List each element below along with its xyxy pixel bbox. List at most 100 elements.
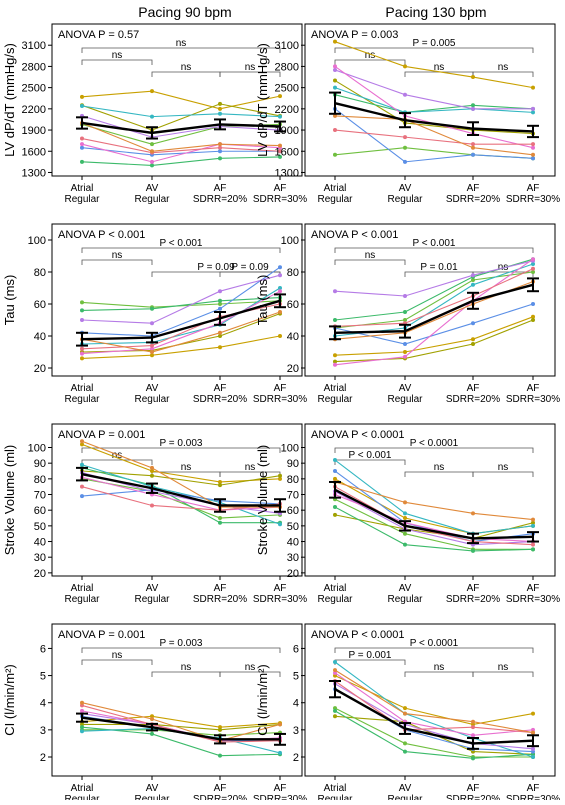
- subject-line: [334, 680, 534, 734]
- mean-line: [334, 102, 534, 133]
- subject-line: [81, 122, 281, 152]
- y-tick-label: 100: [28, 443, 46, 455]
- subject-point: [333, 67, 337, 72]
- subject-line: [81, 287, 281, 345]
- subject-point: [150, 350, 154, 354]
- significance-label: ns: [112, 450, 123, 461]
- subject-point: [531, 142, 535, 147]
- subject-point: [150, 469, 154, 474]
- subject-point: [471, 273, 475, 278]
- subject-line: [334, 69, 533, 110]
- subject-point: [80, 351, 84, 356]
- subject-point: [278, 473, 282, 478]
- subject-line: [81, 156, 281, 166]
- y-tick-label: 30: [287, 552, 299, 564]
- subject-point: [333, 714, 337, 719]
- subject-point: [80, 300, 84, 305]
- significance-label: P = 0.003: [160, 638, 203, 649]
- significance-bracket: [81, 59, 153, 65]
- x-tick-label: AF: [527, 583, 540, 594]
- subject-point: [403, 711, 407, 716]
- x-tick-label: Regular: [317, 394, 353, 405]
- subject-point: [278, 114, 282, 119]
- significance-bracket: [81, 647, 281, 653]
- subject-line: [334, 319, 534, 363]
- significance-bracket: [472, 471, 534, 477]
- significance-bracket: [334, 247, 534, 253]
- subject-point: [218, 753, 222, 758]
- mean-line: [81, 121, 281, 135]
- significance-label: ns: [498, 662, 509, 673]
- subject-point: [531, 314, 535, 319]
- subject-point: [80, 145, 84, 150]
- subject-point: [403, 531, 407, 536]
- subject-point: [403, 310, 407, 314]
- subject-line: [334, 669, 534, 734]
- plot-frame: [51, 423, 303, 577]
- subject-point: [333, 39, 337, 44]
- x-tick-label: AV: [399, 783, 412, 794]
- subject-point: [218, 101, 222, 106]
- mean-line: [81, 716, 280, 741]
- significance-label: ns: [245, 462, 256, 473]
- subject-point: [80, 159, 84, 164]
- significance-bracket: [334, 447, 534, 453]
- subject-point: [80, 318, 84, 322]
- significance-label: ns: [181, 462, 192, 473]
- subject-point: [278, 722, 282, 727]
- subject-point: [278, 143, 282, 148]
- significance-label: ns: [498, 62, 509, 73]
- column-title-90bpm: Pacing 90 bpm: [138, 4, 231, 20]
- subject-point: [333, 353, 337, 358]
- x-tick-label: Regular: [387, 794, 423, 800]
- y-tick-label: 50: [287, 521, 299, 533]
- subject-point: [80, 136, 84, 141]
- y-tick-label: 4: [293, 698, 299, 710]
- subject-point: [80, 442, 84, 447]
- plot-frame: [51, 23, 303, 177]
- subject-line: [334, 498, 533, 550]
- subject-point: [333, 318, 337, 322]
- subject-line: [81, 440, 280, 508]
- plot-frame: [51, 223, 303, 377]
- subject-line: [81, 274, 281, 324]
- anova-label: ANOVA P = 0.001: [58, 429, 145, 441]
- subject-point: [218, 306, 222, 311]
- subject-point: [150, 142, 154, 147]
- y-tick-label: 2500: [22, 83, 46, 95]
- y-tick-label: 80: [287, 474, 299, 486]
- significance-bracket: [81, 247, 281, 253]
- x-tick-label: AF: [527, 183, 540, 194]
- subject-point: [80, 308, 84, 313]
- subject-line: [81, 470, 281, 486]
- subject-line: [82, 723, 281, 731]
- subject-point: [150, 89, 154, 94]
- y-tick-label: 30: [34, 552, 46, 564]
- y-tick-label: 20: [34, 363, 46, 375]
- subject-point: [333, 458, 337, 463]
- significance-bracket: [472, 671, 534, 677]
- anova-label: ANOVA P < 0.001: [311, 229, 398, 241]
- subject-point: [403, 706, 407, 711]
- subject-point: [531, 257, 535, 262]
- subject-point: [333, 362, 337, 367]
- subject-point: [471, 142, 475, 147]
- subject-line: [81, 335, 281, 359]
- significance-label: ns: [112, 650, 123, 661]
- subject-point: [150, 321, 154, 326]
- y-tick-label: 70: [287, 490, 299, 502]
- x-tick-label: SDRR=30%: [253, 794, 307, 800]
- significance-bracket: [334, 459, 406, 465]
- x-tick-label: Regular: [64, 194, 100, 205]
- x-tick-label: AV: [146, 583, 159, 594]
- subject-point: [80, 700, 84, 705]
- subject-point: [531, 318, 535, 322]
- subject-point: [531, 106, 535, 111]
- x-tick-label: Atrial: [71, 583, 94, 594]
- subject-line: [81, 710, 281, 742]
- x-tick-label: AF: [214, 183, 227, 194]
- x-tick-label: Atrial: [324, 183, 347, 194]
- significance-label: ns: [181, 662, 192, 673]
